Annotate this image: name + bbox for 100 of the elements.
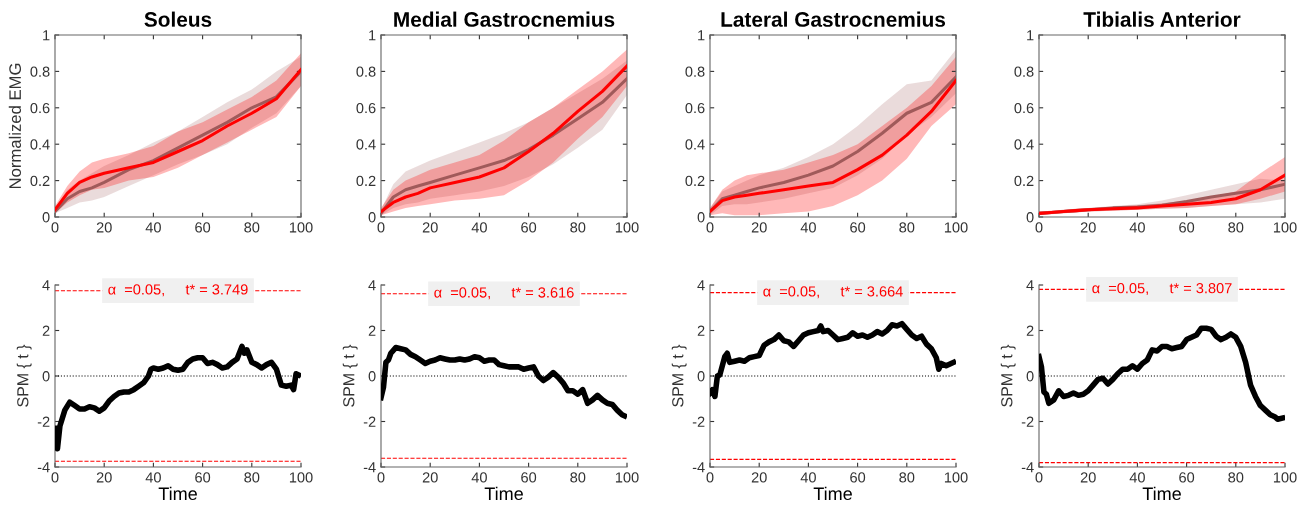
- y-tick-label: 0: [1026, 212, 1034, 223]
- x-tick-label: 80: [1228, 472, 1244, 483]
- chart-title: Lateral Gastrocnemius: [721, 11, 946, 27]
- x-tick-label: 0: [1035, 472, 1043, 483]
- y-tick-label: 2: [1026, 325, 1034, 336]
- y-tick-label: 4: [697, 280, 705, 291]
- x-tick-label: 60: [521, 222, 537, 233]
- x-tick-label: 60: [195, 222, 211, 233]
- x-tick-label: 20: [1080, 222, 1096, 233]
- x-tick-label: 0: [377, 222, 385, 233]
- y-tick-label: 0.6: [1014, 102, 1034, 114]
- x-tick-label: 40: [471, 472, 487, 483]
- ref-line-label: α =0.05, t* = 3.749: [108, 284, 248, 297]
- x-tick-label: 60: [1179, 472, 1195, 483]
- x-tick-label: 40: [800, 472, 816, 483]
- y-tick-label: 1: [43, 30, 50, 41]
- y-tick-label: 0: [42, 371, 50, 382]
- x-tick-label: 80: [899, 222, 915, 233]
- y-tick-label: 0.2: [685, 175, 705, 187]
- x-tick-label: 100: [289, 472, 313, 483]
- y-tick-label: 4: [1026, 280, 1034, 291]
- y-tick-label: 1: [698, 30, 705, 41]
- y-tick-label: 0.8: [685, 66, 705, 77]
- x-tick-label: 0: [706, 472, 714, 483]
- y-tick-label: 0: [368, 212, 376, 223]
- x-tick-label: 40: [800, 222, 816, 233]
- x-tick-label: 20: [96, 222, 112, 233]
- x-tick-label: 100: [944, 472, 968, 483]
- x-tick-label: 100: [944, 222, 968, 233]
- x-axis-title: Time: [813, 486, 852, 501]
- x-tick-label: 0: [706, 222, 714, 233]
- chart-title: Tibialis Anterior: [1083, 11, 1241, 27]
- x-tick-label: 60: [850, 472, 866, 483]
- y-tick-label: 2: [42, 325, 50, 336]
- y-tick-label: 0.2: [356, 175, 376, 187]
- y-tick-label: 0.2: [1014, 175, 1034, 187]
- y-tick-label: 0.4: [356, 139, 376, 150]
- x-tick-label: 0: [51, 222, 59, 233]
- x-tick-label: 0: [377, 472, 385, 483]
- x-tick-label: 20: [751, 472, 767, 483]
- x-tick-label: 60: [521, 472, 537, 483]
- x-tick-label: 100: [615, 222, 639, 233]
- y-tick-label: 0: [42, 212, 50, 223]
- x-tick-label: 80: [244, 472, 260, 483]
- x-tick-label: 60: [1179, 222, 1195, 233]
- x-tick-label: 20: [422, 222, 438, 233]
- x-axis-title: Time: [1142, 486, 1181, 501]
- y-tick-label: -4: [692, 462, 705, 473]
- y-tick-label: 0.6: [30, 102, 50, 114]
- y-tick-label: 0.8: [1014, 66, 1034, 77]
- ref-line-label: α =0.05, t* = 3.664: [763, 286, 903, 299]
- y-tick-label: -2: [692, 416, 705, 427]
- x-tick-label: 100: [1273, 222, 1297, 233]
- y-tick-label: 0.8: [30, 66, 50, 77]
- y-tick-label: 0.4: [30, 139, 50, 150]
- y-tick-label: 0.8: [356, 66, 376, 77]
- y-tick-label: 0.4: [685, 139, 705, 150]
- x-tick-label: 100: [1273, 472, 1297, 483]
- x-axis-title: Time: [158, 486, 197, 501]
- x-tick-label: 20: [751, 222, 767, 233]
- x-tick-label: 0: [1035, 222, 1043, 233]
- x-tick-label: 20: [96, 472, 112, 483]
- y-tick-label: -4: [1021, 462, 1034, 473]
- y-tick-label: -2: [37, 416, 50, 427]
- y-tick-label: 0.4: [1014, 139, 1034, 150]
- x-tick-label: 80: [570, 472, 586, 483]
- y-axis-title: SPM { t }: [342, 344, 358, 407]
- y-tick-label: 1: [369, 30, 376, 41]
- y-axis-title: SPM { t }: [671, 344, 687, 407]
- y-tick-label: 0.6: [356, 102, 376, 114]
- x-tick-label: 40: [1129, 222, 1145, 233]
- y-tick-label: -4: [37, 462, 50, 473]
- chart-title: Medial Gastrocnemius: [394, 11, 615, 27]
- y-axis-title: SPM { t }: [16, 344, 32, 407]
- y-tick-label: 0: [697, 371, 705, 382]
- x-tick-label: 80: [1228, 222, 1244, 233]
- y-tick-label: 0.6: [685, 102, 705, 114]
- y-tick-label: 2: [368, 325, 376, 336]
- x-tick-label: 0: [51, 472, 59, 483]
- x-tick-label: 20: [1080, 472, 1096, 483]
- x-tick-label: 60: [195, 472, 211, 483]
- y-tick-label: 4: [42, 280, 50, 291]
- y-tick-label: 2: [697, 325, 705, 336]
- x-tick-label: 40: [471, 222, 487, 233]
- x-tick-label: 40: [145, 472, 161, 483]
- ref-line-label: α =0.05, t* = 3.616: [434, 287, 574, 300]
- y-tick-label: -4: [363, 462, 376, 473]
- x-tick-label: 80: [899, 472, 915, 483]
- x-tick-label: 100: [289, 222, 313, 233]
- y-tick-label: 0.2: [30, 175, 50, 187]
- y-tick-label: 0: [1026, 371, 1034, 382]
- x-tick-label: 80: [244, 222, 260, 233]
- x-tick-label: 100: [615, 472, 639, 483]
- y-tick-label: -2: [363, 416, 376, 427]
- y-axis-title: Normalized EMG: [8, 63, 22, 189]
- y-tick-label: 0: [368, 371, 376, 382]
- x-axis-title: Time: [484, 486, 523, 501]
- x-tick-label: 80: [570, 222, 586, 233]
- ref-line-label: α =0.05, t* = 3.807: [1092, 282, 1232, 296]
- x-tick-label: 60: [850, 222, 866, 233]
